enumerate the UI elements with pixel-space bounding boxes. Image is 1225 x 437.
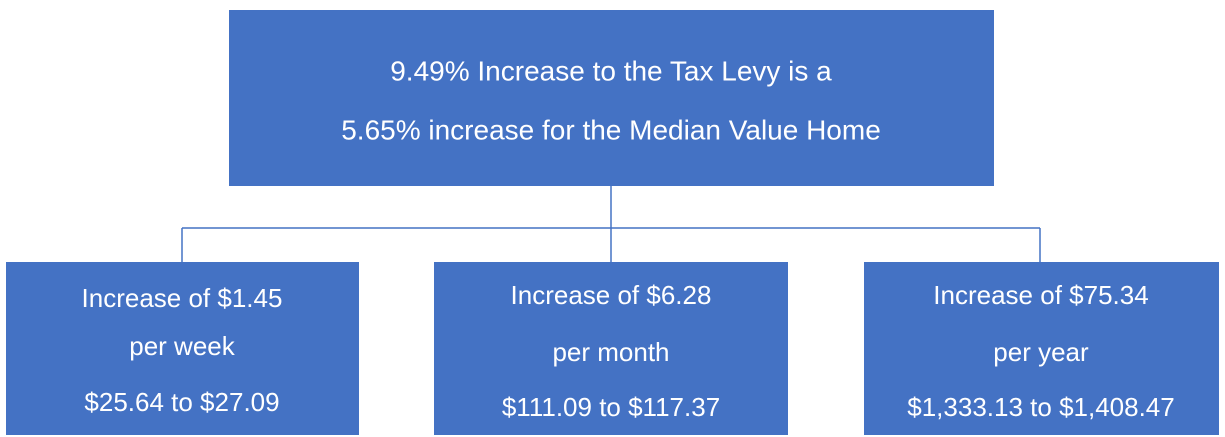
node-text: 9.49% Increase to the Tax Levy is a — [390, 55, 832, 86]
node-text: per month — [552, 337, 669, 367]
child-node: Increase of $6.28 per month $111.09 to $… — [434, 262, 788, 435]
node-box — [6, 262, 359, 435]
node-text: 5.65% increase for the Median Value Home — [341, 114, 881, 145]
node-text: $111.09 to $117.37 — [502, 392, 720, 422]
root-node: 9.49% Increase to the Tax Levy is a 5.65… — [229, 10, 994, 186]
node-text: $25.64 to $27.09 — [84, 387, 279, 417]
node-text: per week — [129, 331, 235, 361]
child-node: Increase of $75.34 per year $1,333.13 to… — [864, 262, 1219, 435]
node-text: $1,333.13 to $1,408.47 — [907, 392, 1174, 422]
child-node: Increase of $1.45 per week $25.64 to $27… — [6, 262, 359, 435]
node-text: Increase of $1.45 — [82, 283, 283, 313]
node-text: Increase of $6.28 — [511, 280, 712, 310]
node-box — [229, 10, 994, 186]
node-text: Increase of $75.34 — [933, 280, 1148, 310]
node-box — [864, 262, 1219, 435]
node-box — [434, 262, 788, 435]
connectors — [181, 186, 1041, 262]
node-text: per year — [993, 337, 1089, 367]
